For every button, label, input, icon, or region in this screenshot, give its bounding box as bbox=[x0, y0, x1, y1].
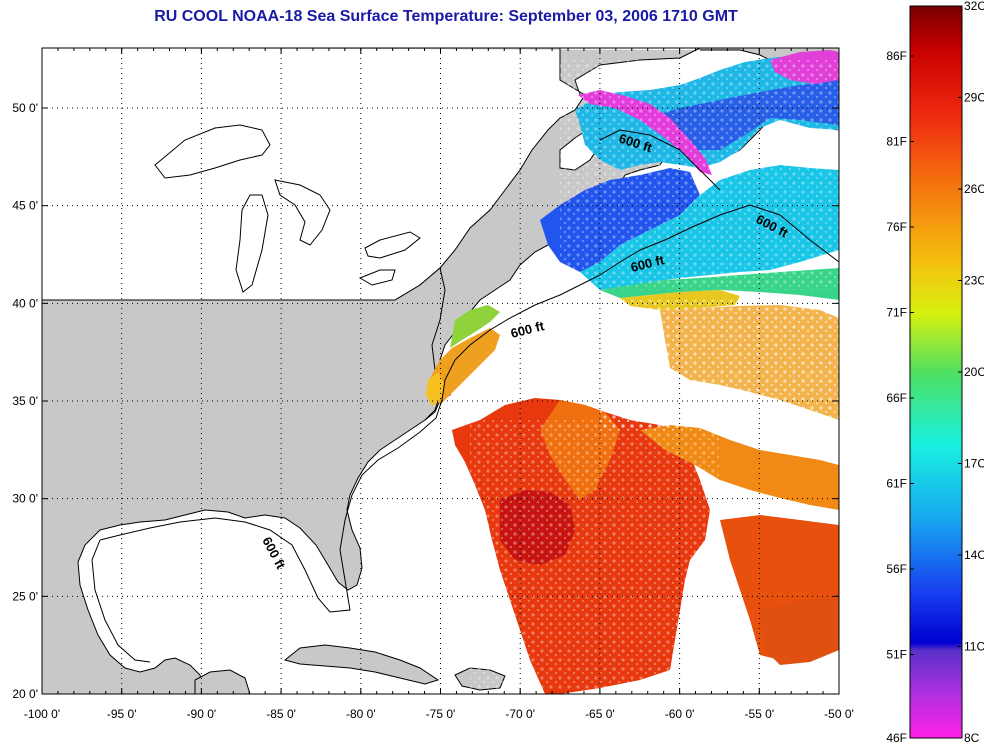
lon-tick-label: -60 0' bbox=[665, 707, 695, 721]
sst-hatteras bbox=[426, 372, 445, 406]
map-title: RU COOL NOAA-18 Sea Surface Temperature:… bbox=[154, 8, 738, 25]
sst-southeast-2 bbox=[760, 598, 839, 665]
colorbar-fahrenheit-label: 86F bbox=[886, 49, 907, 63]
colorbar-fahrenheit-label: 81F bbox=[886, 135, 907, 149]
lon-tick-label: -75 0' bbox=[426, 707, 456, 721]
colorbar-fahrenheit-label: 71F bbox=[886, 306, 907, 320]
colorbar: 32C 29C 26C 23C 20C 17C 14C 11C 8C 86F 81F 76F 71F 6… bbox=[886, 0, 984, 745]
colorbar-celsius-label: 8C bbox=[964, 731, 980, 745]
lon-tick-label: -50 0' bbox=[824, 707, 854, 721]
colorbar-fahrenheit-label: 66F bbox=[886, 391, 907, 405]
colorbar-celsius-label: 23C bbox=[964, 274, 984, 288]
colorbar-celsius-label: 29C bbox=[964, 91, 984, 105]
cloud-gaps-north bbox=[600, 300, 839, 430]
colorbar-celsius-label: 26C bbox=[964, 182, 984, 196]
colorbar-fahrenheit-label: 76F bbox=[886, 220, 907, 234]
colorbar-celsius-label: 32C bbox=[964, 0, 984, 13]
great-lakes bbox=[154, 124, 421, 293]
axis-ticks bbox=[41, 48, 840, 695]
colorbar-fahrenheit-label: 56F bbox=[886, 562, 907, 576]
colorbar-fahrenheit-label: 46F bbox=[886, 731, 907, 745]
latitude-labels: 50 0' 45 0' 40 0' 35 0' 30 0' 25 0' 20 0' bbox=[12, 101, 38, 701]
colorbar-celsius-label: 20C bbox=[964, 365, 984, 379]
lon-tick-label: -85 0' bbox=[266, 707, 296, 721]
lon-tick-label: -70 0' bbox=[505, 707, 535, 721]
lon-tick-label: -90 0' bbox=[187, 707, 217, 721]
lon-tick-label: -95 0' bbox=[107, 707, 137, 721]
lat-tick-label: 25 0' bbox=[12, 589, 38, 603]
colorbar-fahrenheit-label: 61F bbox=[886, 477, 907, 491]
lon-tick-label: -55 0' bbox=[744, 707, 774, 721]
lon-tick-label: -65 0' bbox=[585, 707, 615, 721]
lon-tick-label: -100 0' bbox=[24, 707, 60, 721]
land-cuba bbox=[283, 644, 440, 685]
lat-tick-label: 35 0' bbox=[12, 394, 38, 408]
lat-tick-label: 45 0' bbox=[12, 199, 38, 213]
cloud-gaps-south bbox=[470, 420, 720, 690]
sst-midatlantic-warm bbox=[430, 328, 500, 405]
land-us-southeast bbox=[41, 267, 446, 695]
lon-tick-label: -80 0' bbox=[346, 707, 376, 721]
longitude-labels: -100 0' -95 0' -90 0' -85 0' -80 0' -75 0' -70… bbox=[24, 707, 854, 721]
lat-tick-label: 20 0' bbox=[12, 687, 38, 701]
lat-tick-label: 40 0' bbox=[12, 296, 38, 310]
lat-tick-label: 50 0' bbox=[12, 101, 38, 115]
isobath-600ft bbox=[91, 129, 840, 663]
cloud-gaps-ne bbox=[560, 60, 839, 290]
colorbar-celsius-label: 14C bbox=[964, 548, 984, 562]
colorbar-gradient bbox=[909, 5, 963, 739]
lat-tick-label: 30 0' bbox=[12, 492, 38, 506]
sst-midatlantic-shelf bbox=[450, 305, 500, 348]
colorbar-fahrenheit-label: 51F bbox=[886, 648, 907, 662]
colorbar-celsius-label: 17C bbox=[964, 457, 984, 471]
colorbar-celsius-label: 11C bbox=[964, 640, 984, 654]
sst-map: 600 ft 600 ft 600 ft 600 ft 600 ft -100 … bbox=[12, 47, 854, 721]
